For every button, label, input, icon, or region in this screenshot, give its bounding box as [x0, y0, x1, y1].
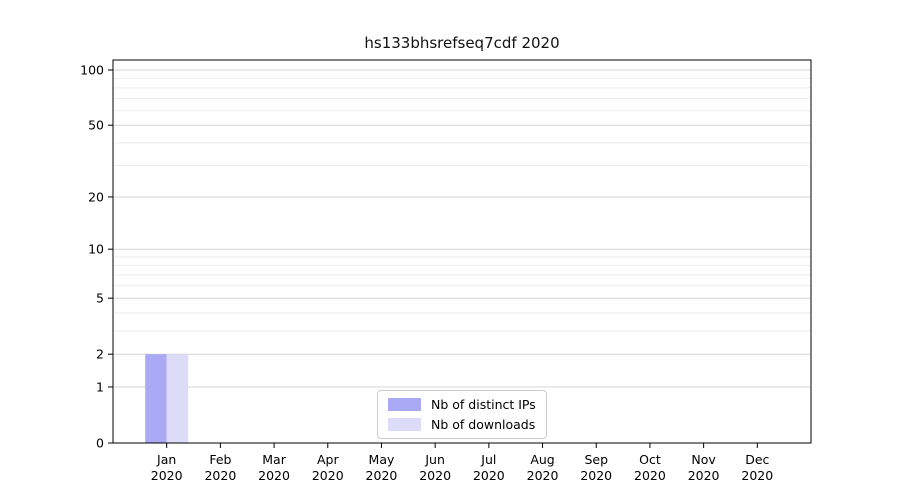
y-tick-label: 20	[88, 189, 104, 204]
y-tick-label: 2	[96, 347, 104, 362]
x-tick-label-month: Apr	[317, 452, 339, 467]
y-tick-label: 10	[88, 242, 104, 257]
y-tick-label: 5	[96, 291, 104, 306]
y-tick-label: 0	[96, 436, 104, 451]
x-tick-label-year: 2020	[688, 468, 720, 483]
x-tick-label-month: Nov	[691, 452, 716, 467]
x-tick-label-year: 2020	[151, 468, 183, 483]
legend-entry-distinct-ips: Nb of distinct IPs	[388, 396, 536, 413]
x-tick-label-month: May	[369, 452, 395, 467]
x-tick-label-year: 2020	[634, 468, 666, 483]
legend-label-distinct-ips: Nb of distinct IPs	[431, 397, 536, 412]
x-tick-label-month: Feb	[209, 452, 231, 467]
x-tick-label-month: Sep	[584, 452, 608, 467]
bar-distinct-ips-jan	[145, 354, 167, 443]
legend: Nb of distinct IPs Nb of downloads	[377, 390, 547, 439]
axes-box	[112, 59, 812, 444]
x-tick-label-month: Jun	[424, 452, 445, 467]
x-tick-label-year: 2020	[419, 468, 451, 483]
legend-swatch-downloads	[388, 418, 421, 431]
x-tick-label-year: 2020	[258, 468, 290, 483]
y-tick-label: 1	[96, 379, 104, 394]
x-tick-label-year: 2020	[580, 468, 612, 483]
x-tick-label-year: 2020	[527, 468, 559, 483]
x-tick-label-month: Jan	[156, 452, 176, 467]
x-tick-label-month: Mar	[262, 452, 286, 467]
x-tick-label-year: 2020	[366, 468, 398, 483]
bar-downloads-jan	[166, 354, 189, 443]
x-tick-label-year: 2020	[204, 468, 236, 483]
x-tick-label-month: Aug	[530, 452, 554, 467]
legend-entry-downloads: Nb of downloads	[388, 416, 536, 433]
x-tick-label-month: Jul	[480, 452, 496, 467]
y-tick-label: 100	[80, 63, 104, 78]
x-tick-label-month: Oct	[639, 452, 661, 467]
x-tick-label-month: Dec	[745, 452, 769, 467]
x-tick-label-year: 2020	[473, 468, 505, 483]
chart-title: hs133bhsrefseq7cdf 2020	[364, 34, 560, 52]
y-tick-label: 50	[88, 118, 104, 133]
legend-swatch-distinct-ips	[388, 398, 421, 411]
x-tick-label-year: 2020	[312, 468, 344, 483]
x-tick-label-year: 2020	[741, 468, 773, 483]
legend-label-downloads: Nb of downloads	[431, 417, 536, 432]
